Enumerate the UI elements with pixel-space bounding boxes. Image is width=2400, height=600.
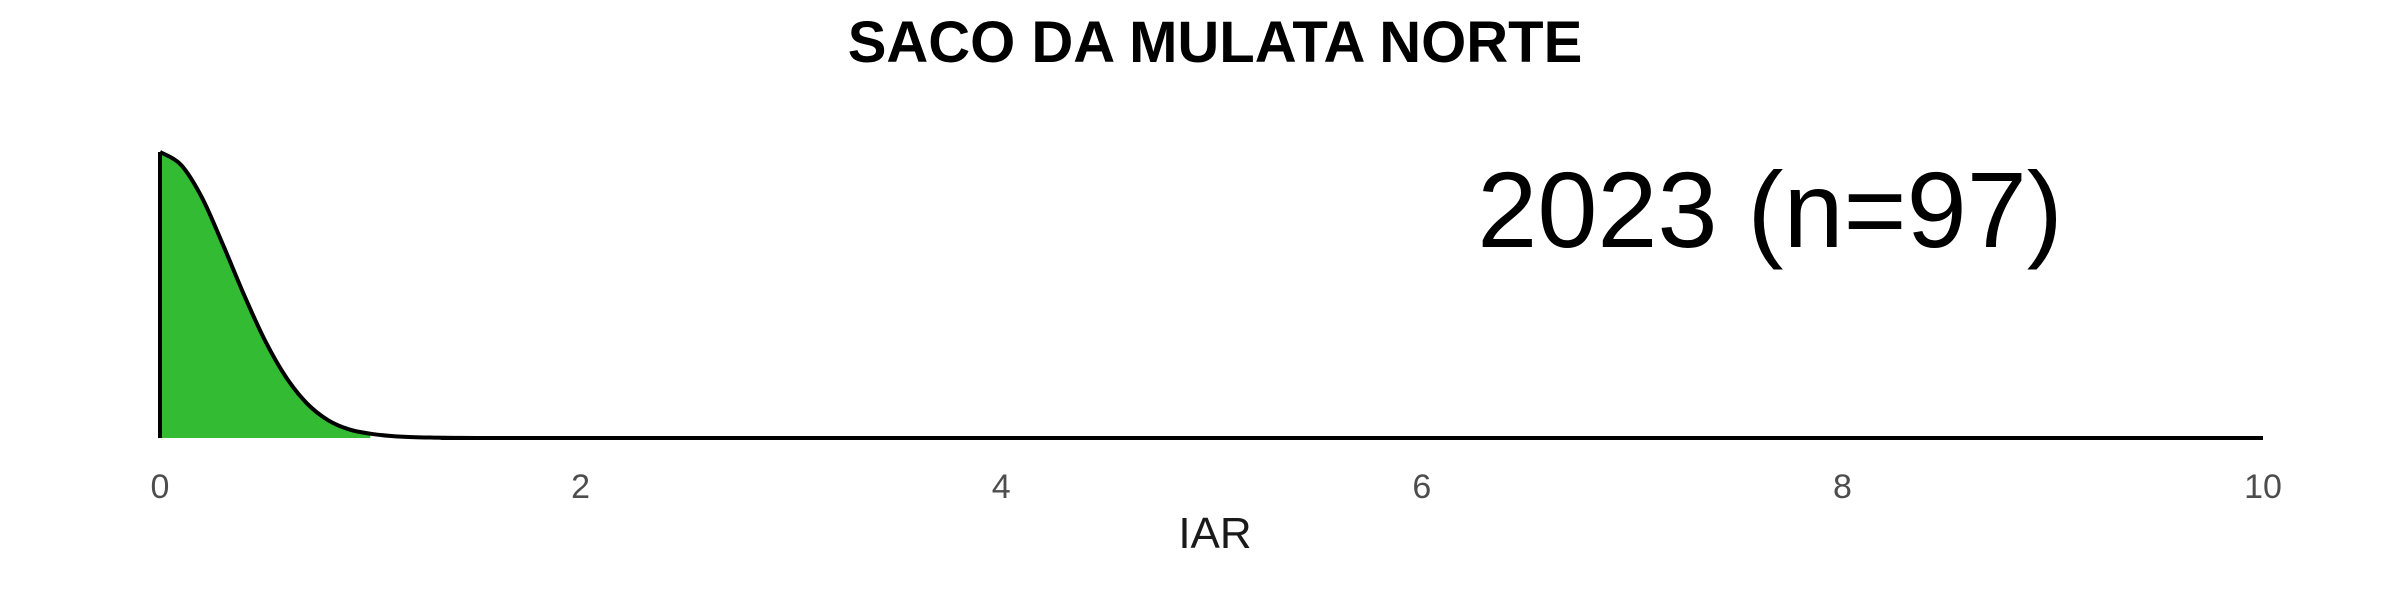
- x-tick-label: 4: [992, 468, 1011, 506]
- x-tick-label: 2: [571, 468, 590, 506]
- x-tick-label: 10: [2244, 468, 2282, 506]
- x-tick-label: 8: [1833, 468, 1852, 506]
- x-tick-label: 0: [151, 468, 170, 506]
- plot-area: [158, 150, 2263, 441]
- x-axis-label: IAR: [1178, 509, 1251, 558]
- x-axis-ticks: 0 2 4 6 8 10: [151, 468, 2282, 506]
- density-fill-area: [160, 152, 371, 438]
- chart-annotation: 2023 (n=97): [1477, 149, 2062, 270]
- density-curve-line: [158, 150, 2263, 441]
- chart-title: SACO DA MULATA NORTE: [848, 10, 1583, 75]
- x-tick-label: 6: [1412, 468, 1431, 506]
